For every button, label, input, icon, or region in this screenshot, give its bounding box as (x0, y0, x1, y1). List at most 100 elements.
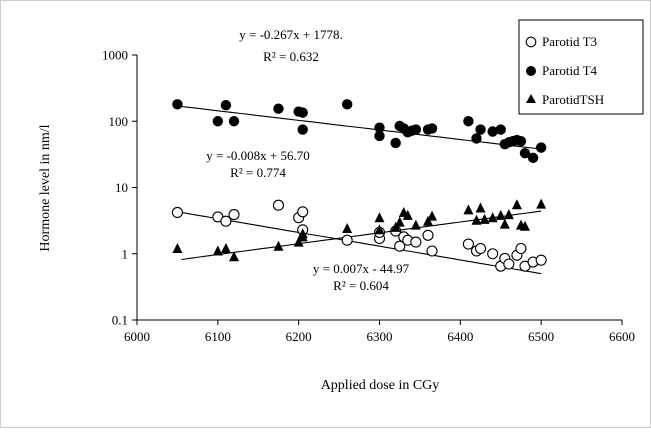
point-parotid-t3 (228, 209, 240, 221)
point-parotidtsh (390, 221, 401, 232)
point-parotidtsh (293, 236, 304, 247)
x-tick-label: 6300 (367, 329, 393, 344)
point-parotidtsh (463, 204, 474, 215)
x-tick-label: 6100 (205, 329, 231, 344)
point-parotidtsh (536, 198, 547, 209)
t4-r2: R² = 0.632 (263, 49, 319, 64)
point-parotid-t4 (172, 99, 183, 110)
x-tick-label: 6600 (609, 329, 635, 344)
point-parotidtsh (394, 216, 405, 227)
point-parotid-t3 (171, 206, 183, 219)
point-parotid-t3 (503, 258, 515, 270)
y-ticks: 0.1 1 10 100 1000 (102, 48, 137, 328)
point-parotid-t4 (475, 124, 486, 135)
t4-equation: y = -0.267x + 1778. (239, 27, 343, 42)
legend-label-tsh: ParotidTSH (542, 92, 604, 107)
x-tick-label: 6400 (447, 329, 473, 344)
point-parotidtsh (503, 209, 514, 220)
point-parotid-t4 (374, 122, 385, 133)
point-parotid-t4 (527, 152, 539, 164)
point-parotidtsh (511, 199, 522, 210)
data-points (171, 99, 547, 272)
point-parotid-t4 (515, 135, 527, 147)
point-parotid-t3 (220, 215, 232, 227)
t3-equation: y = 0.007x - 44.97 (313, 261, 410, 276)
x-ticks: 6000 6100 6200 6300 6400 6500 6600 (124, 320, 635, 344)
trendline-parotid-t4 (177, 105, 542, 150)
point-parotid-t4 (273, 103, 284, 114)
point-parotid-t3 (341, 234, 353, 246)
point-parotidtsh (427, 210, 438, 221)
x-tick-label: 6200 (286, 329, 312, 344)
point-parotid-t3 (515, 242, 527, 255)
point-parotidtsh (229, 251, 239, 262)
point-parotid-t4 (220, 99, 232, 111)
point-parotid-t4 (297, 107, 308, 118)
point-parotid-t4 (471, 133, 482, 144)
point-parotid-t4 (374, 130, 385, 142)
point-parotid-t3 (487, 248, 499, 260)
t3-r2: R² = 0.604 (333, 278, 389, 293)
x-tick-label: 6500 (528, 329, 554, 344)
y-tick-label: 10 (115, 180, 128, 195)
point-parotid-t4 (535, 142, 547, 153)
point-parotid-t4 (390, 137, 401, 149)
point-parotid-t4 (495, 124, 506, 135)
point-parotidtsh (479, 213, 490, 224)
point-parotid-t4 (212, 116, 224, 127)
point-parotid-t3 (462, 238, 474, 250)
y-tick-label: 1 (122, 246, 129, 261)
x-axis-title: Applied dose in CGy (321, 378, 440, 393)
point-parotid-t4 (341, 99, 353, 110)
point-parotidtsh (402, 209, 413, 220)
y-tick-label: 1000 (102, 48, 128, 63)
trendline-annotations: y = -0.267x + 1778. R² = 0.632 y = -0.00… (206, 27, 409, 293)
legend-box (518, 19, 644, 115)
point-parotidtsh (342, 223, 353, 234)
point-parotidtsh (374, 212, 385, 223)
trendline-parotidtsh (181, 210, 542, 261)
y-tick-label: 0.1 (112, 313, 128, 328)
legend-label-t4: Parotid T4 (542, 63, 598, 78)
tsh-equation: y = -0.008x + 56.70 (206, 148, 310, 163)
trendlines (177, 105, 542, 275)
point-parotid-t3 (535, 254, 547, 266)
point-parotidtsh (297, 228, 308, 239)
point-parotid-t3 (410, 236, 422, 248)
trendline-parotid-t3 (177, 211, 542, 275)
point-parotidtsh (410, 219, 421, 230)
point-parotidtsh (520, 220, 530, 231)
point-parotidtsh (495, 209, 506, 220)
point-parotid-t3 (272, 199, 285, 211)
point-parotid-t3 (297, 206, 309, 218)
point-parotidtsh (487, 212, 498, 223)
y-tick-label: 100 (109, 114, 129, 129)
point-parotidtsh (212, 245, 223, 256)
point-parotid-t4 (297, 124, 308, 135)
legend: Parotid T3 Parotid T4 ParotidTSH (518, 19, 644, 115)
y-axis-title: Hormone level in nm/l (38, 124, 53, 251)
point-parotid-t4 (410, 124, 422, 135)
point-parotidtsh (273, 240, 284, 251)
point-parotid-t3 (394, 240, 406, 252)
point-parotidtsh (374, 224, 385, 235)
x-tick-label: 6000 (124, 329, 150, 344)
legend-marker-t3 (525, 36, 537, 48)
point-parotidtsh (475, 202, 486, 213)
point-parotidtsh (423, 215, 433, 226)
point-parotid-t4 (487, 126, 498, 137)
point-parotidtsh (220, 243, 231, 254)
point-parotid-t4 (228, 116, 240, 127)
point-parotid-t3 (426, 245, 438, 257)
point-parotid-t3 (474, 242, 487, 255)
point-parotidtsh (499, 218, 510, 229)
point-parotidtsh (172, 243, 183, 254)
point-parotid-t3 (422, 229, 434, 241)
legend-label-t3: Parotid T3 (542, 34, 597, 49)
legend-marker-tsh (526, 94, 536, 103)
point-parotid-t4 (463, 116, 474, 127)
point-parotidtsh (471, 214, 482, 225)
point-parotid-t4 (519, 147, 531, 159)
